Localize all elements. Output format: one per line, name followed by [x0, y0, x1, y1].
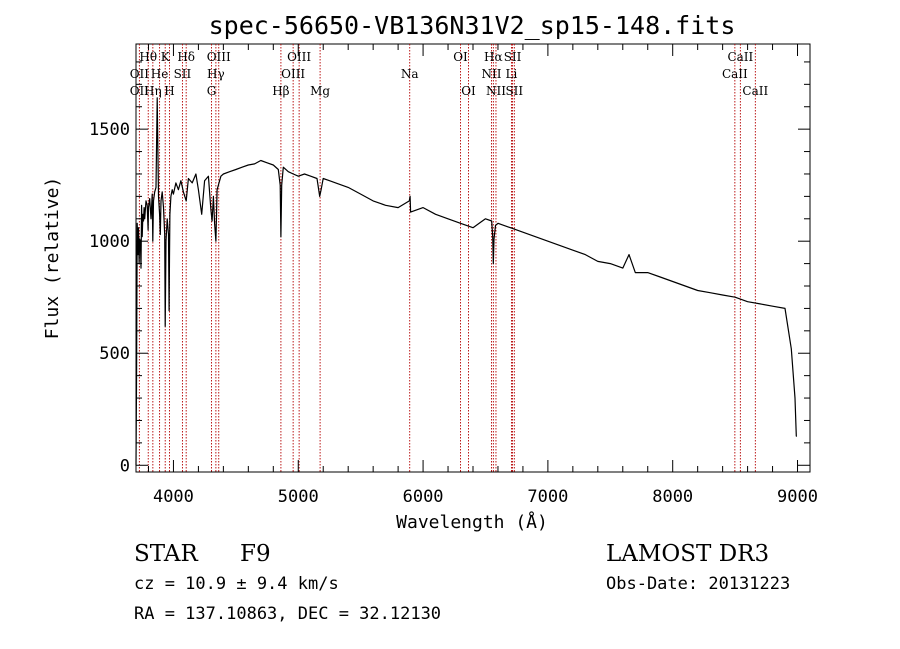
- spectral-line-markers: [138, 44, 756, 472]
- spectral-line-label: OIII: [207, 50, 231, 64]
- spectral-line-label: OIII: [281, 67, 305, 81]
- y-tick-label: 0: [120, 456, 130, 476]
- spectral-line-label: He: [151, 67, 169, 81]
- spectral-line-label: OII: [130, 67, 150, 81]
- redshift-velocity: cz = 10.9 ± 9.4 km/s: [134, 574, 339, 594]
- x-tick-label: 4000: [153, 487, 194, 507]
- spectral-line-label: OI: [461, 84, 476, 98]
- spectral-line-label: Hβ: [272, 84, 289, 98]
- x-tick-label: 7000: [527, 487, 568, 507]
- spectral-line-label: OI: [453, 50, 468, 64]
- spectral-line-label: NII: [486, 84, 506, 98]
- spectral-line-label: OIII: [287, 50, 311, 64]
- chart-title: spec-56650-VB136N31V2_sp15-148.fits: [209, 11, 736, 40]
- spectral-line-label: CaII: [722, 67, 748, 81]
- spectral-line-label: Hθ: [139, 50, 157, 64]
- spectral-line-label: NII: [481, 67, 501, 81]
- spectral-line-label: CaII: [727, 50, 753, 64]
- x-tick-label: 5000: [278, 487, 319, 507]
- plot-frame: [135, 43, 811, 473]
- y-tick-label: 1000: [89, 232, 130, 252]
- spectrum-series-line: [135, 97, 797, 466]
- spectral-line-label: K: [161, 50, 171, 64]
- spectral-line-label: Hγ: [207, 67, 225, 81]
- x-axis-label: Wavelength (Å): [396, 511, 548, 533]
- y-axis-label: Flux (relative): [42, 177, 63, 340]
- coordinates: RA = 137.10863, DEC = 32.12130: [134, 604, 441, 624]
- axis-tick-labels: 4000 5000 6000 7000 8000 9000 0 500 1000 1500: [89, 120, 818, 507]
- spectral-line-label: Hδ: [177, 50, 195, 64]
- spectral-line-label: CaII: [742, 84, 768, 98]
- spectral-line-label: Na: [401, 67, 419, 81]
- spectral-line-label: SII: [504, 50, 522, 64]
- spectral-line-label: OII: [130, 84, 150, 98]
- x-tick-label: 9000: [777, 487, 818, 507]
- x-tick-label: 8000: [652, 487, 693, 507]
- spectral-line-label: Hα: [484, 50, 503, 64]
- object-class: STAR: [134, 541, 198, 567]
- spectral-line-label: H: [164, 84, 174, 98]
- axis-ticks: [136, 44, 810, 472]
- y-tick-label: 500: [99, 344, 130, 364]
- observation-date: Obs-Date: 20131223: [606, 574, 790, 594]
- spectral-line-label: Li: [506, 67, 518, 81]
- x-tick-label: 6000: [403, 487, 444, 507]
- spectral-line-label: G: [207, 84, 217, 98]
- y-tick-label: 1500: [89, 120, 130, 140]
- spectral-line-label: Hη: [144, 84, 162, 98]
- spectral-line-label: SII: [174, 67, 192, 81]
- spectral-line-label: SII: [505, 84, 523, 98]
- spectral-line-label: Mg: [310, 84, 330, 98]
- object-subclass: F9: [240, 541, 271, 567]
- survey-name: LAMOST DR3: [606, 541, 769, 567]
